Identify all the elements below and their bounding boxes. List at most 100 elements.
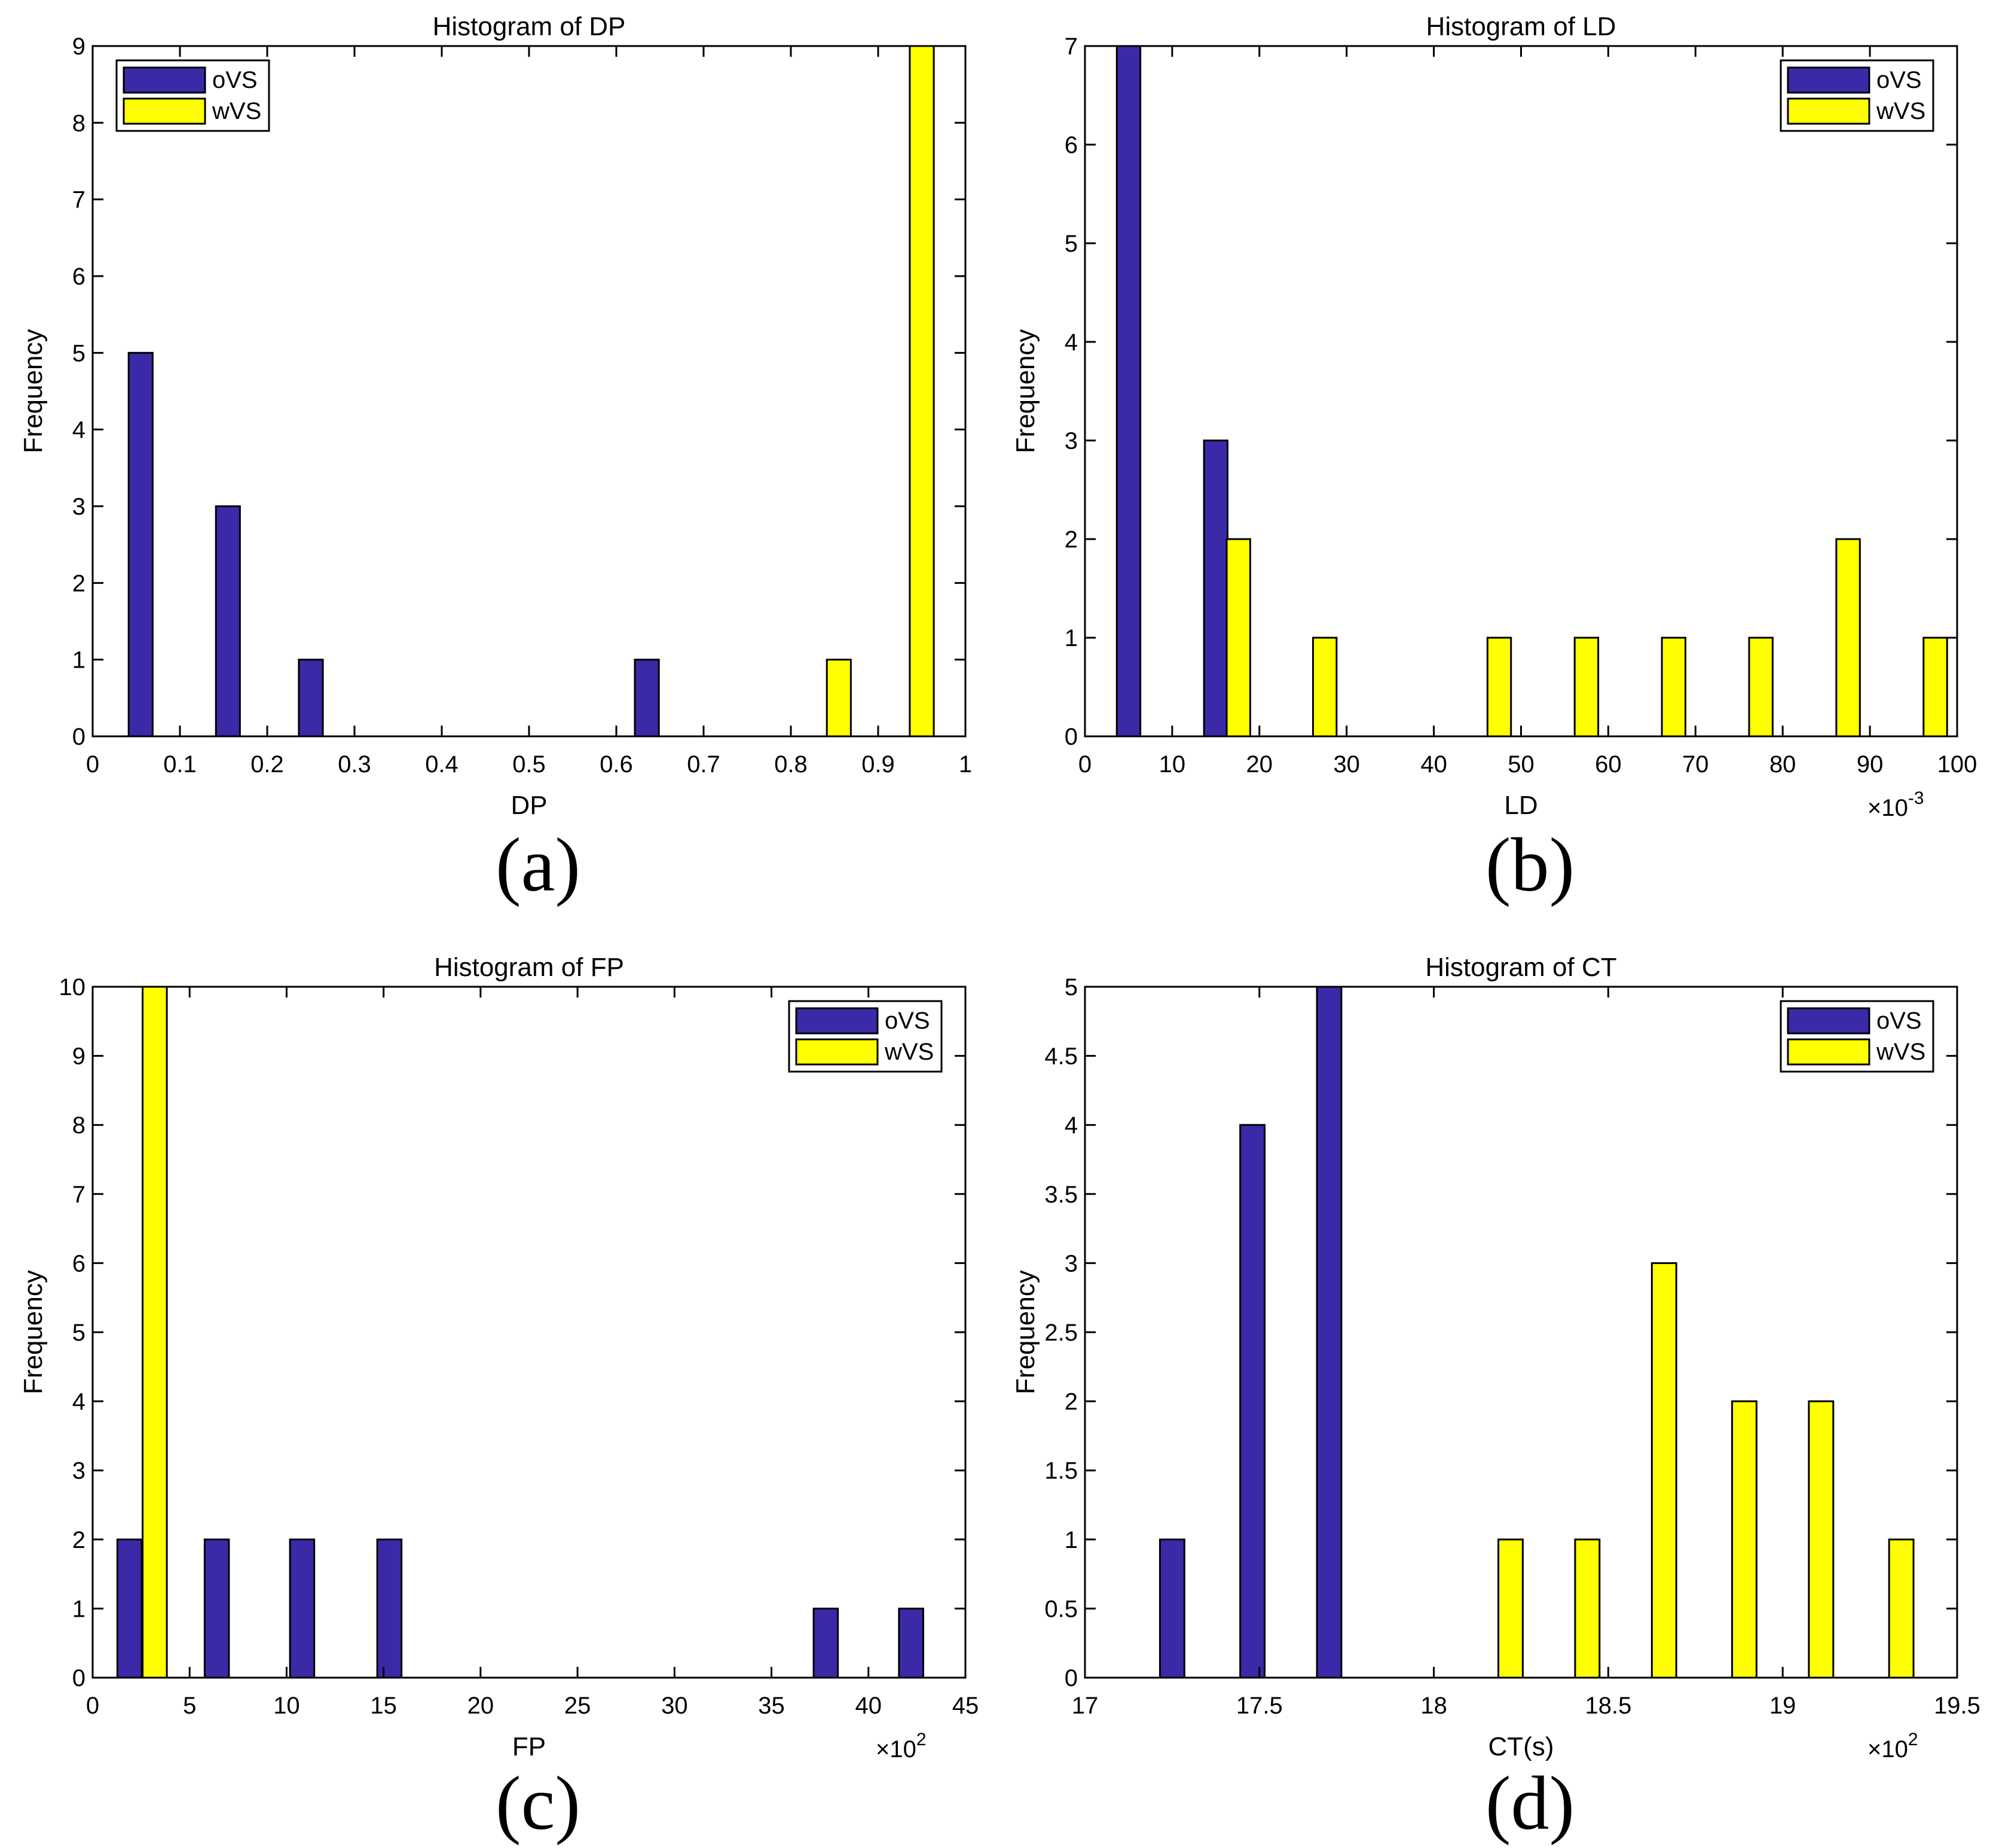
x-tick-label: 0	[86, 751, 99, 778]
bar-oVS-0	[127, 351, 154, 738]
x-tick-label: 0.9	[861, 751, 895, 778]
y-tick-label: 3	[72, 494, 85, 520]
x-tick-label: 0.6	[600, 751, 633, 778]
y-tick-label: 2	[72, 1527, 85, 1553]
x-tick-label: 100	[1937, 751, 1977, 778]
bar-oVS-1	[215, 505, 241, 738]
chart-title: Histogram of LD	[1426, 12, 1616, 41]
x-tick-label: 19.5	[1934, 1693, 1980, 1719]
bar-wVS-2	[1486, 637, 1512, 738]
y-tick-label: 1	[1065, 1527, 1078, 1553]
y-tick-label: 6	[1065, 132, 1078, 158]
y-tick-label: 4	[1065, 329, 1078, 356]
legend-label-wVS: wVS	[1876, 1039, 1925, 1065]
panel-label: (d)	[1485, 1761, 1575, 1846]
chart-title: Histogram of CT	[1425, 953, 1616, 982]
legend-label-oVS: oVS	[1876, 1008, 1922, 1034]
bar-wVS-0	[826, 659, 852, 738]
bar-wVS-7	[1922, 637, 1948, 738]
x-axis-exponent: ×102	[876, 1730, 927, 1763]
x-tick-label: 0.2	[250, 751, 284, 778]
y-tick-label: 2	[72, 570, 85, 596]
y-tick-label: 4.5	[1044, 1044, 1078, 1070]
x-tick-label: 20	[467, 1693, 494, 1719]
x-tick-label: 25	[564, 1693, 591, 1719]
panel-c: 0 5 10 15 20 25 30 35 40 45012345678910Histogram …	[19, 953, 979, 1846]
legend-swatch-oVS	[1787, 1007, 1870, 1035]
x-tick-label: 19	[1769, 1693, 1796, 1719]
y-tick-label: 3	[1065, 1250, 1078, 1277]
plot-area	[93, 987, 965, 1678]
bar-wVS-3	[1573, 637, 1600, 738]
y-tick-label: 10	[59, 974, 86, 1001]
y-tick-label: 9	[72, 33, 85, 60]
bar-oVS-2	[298, 659, 324, 738]
y-tick-label: 1	[1065, 625, 1078, 651]
panel-label: (c)	[496, 1761, 580, 1846]
y-axis-label: Frequency	[1011, 329, 1040, 454]
legend-swatch-oVS	[1787, 66, 1870, 94]
x-tick-label: 18	[1420, 1693, 1447, 1719]
y-tick-label: 0.5	[1044, 1596, 1078, 1622]
chart-title: Histogram of DP	[433, 12, 626, 41]
bar-oVS-0	[116, 1538, 143, 1679]
x-tick-label: 0.1	[163, 751, 197, 778]
x-tick-label: 35	[758, 1693, 785, 1719]
x-tick-label: 15	[370, 1693, 397, 1719]
series-wVS	[142, 986, 168, 1679]
y-tick-label: 3	[1065, 428, 1078, 454]
legend-swatch-wVS	[795, 1038, 879, 1066]
x-tick-label: 45	[952, 1693, 979, 1719]
bar-oVS-2	[289, 1538, 316, 1679]
y-tick-label: 2	[1065, 1389, 1078, 1415]
x-tick-label: 30	[1333, 751, 1360, 778]
panel-b: 0 10 20 30 40 50 60 70 80 90 100 0 1 2 3 4 5 6 7 Histogram …	[1011, 12, 1977, 907]
legend-label-wVS: wVS	[212, 98, 261, 124]
x-tick-label: 10	[1159, 751, 1186, 778]
y-tick-label: 7	[72, 1182, 85, 1208]
panel-label: (a)	[496, 822, 580, 907]
panel-d: 17 17.5 18 18.5 19 19.5 0 0.5 1 1.5 2 2.5 3 3.5 4 4.5 5 H…	[1011, 953, 1980, 1846]
y-tick-label: 3.5	[1044, 1182, 1078, 1208]
y-tick-label: 7	[1065, 33, 1078, 60]
x-tick-label: 10	[273, 1693, 300, 1719]
bar-oVS-3	[634, 659, 660, 738]
x-tick-label: 40	[1420, 751, 1447, 778]
bar-wVS-1	[909, 45, 935, 738]
x-tick-label: 17.5	[1236, 1693, 1283, 1719]
x-axis-exponent: ×10-3	[1867, 788, 1924, 821]
bar-oVS-5	[898, 1607, 924, 1679]
series-oVS	[127, 351, 660, 738]
legend: oVS wVS	[115, 59, 270, 132]
bar-oVS-2	[1316, 986, 1343, 1679]
y-tick-label: 1	[72, 1596, 85, 1622]
bar-oVS-3	[376, 1538, 403, 1679]
x-tick-label: 80	[1769, 751, 1796, 778]
panel-label: (b)	[1485, 822, 1575, 907]
bar-oVS-1	[1239, 1124, 1266, 1679]
y-axis-label: Frequency	[19, 329, 48, 454]
y-tick-label: 0	[72, 724, 85, 750]
bar-wVS-1	[1312, 637, 1338, 738]
legend-label-wVS: wVS	[884, 1039, 934, 1065]
y-tick-label: 8	[72, 110, 85, 136]
bar-oVS-4	[812, 1607, 839, 1679]
y-tick-label: 0	[72, 1665, 85, 1691]
bar-wVS-0	[1225, 538, 1251, 738]
y-tick-label: 4	[1065, 1112, 1078, 1139]
bar-oVS-0	[1115, 45, 1142, 738]
x-tick-label: 30	[661, 1693, 688, 1719]
panel-a: 0 0.1 0.2 0.3 0.4 0.5 0.6 0.7 0.8 0.9 1 0 1 2 3 4 5 6 7 8 9 H…	[19, 12, 972, 907]
bar-oVS-1	[203, 1538, 230, 1679]
bar-wVS-0	[1497, 1538, 1524, 1679]
series-oVS	[116, 1538, 924, 1679]
y-tick-label: 7	[72, 187, 85, 213]
chart-title: Histogram of FP	[434, 953, 624, 982]
x-tick-label: 90	[1857, 751, 1884, 778]
series-wVS	[1225, 538, 1948, 738]
legend-swatch-oVS	[795, 1007, 879, 1035]
y-tick-label: 5	[1065, 974, 1078, 1001]
legend-label-oVS: oVS	[1876, 67, 1922, 93]
exponent-value: -3	[1908, 788, 1924, 808]
x-tick-label: 0.5	[512, 751, 546, 778]
